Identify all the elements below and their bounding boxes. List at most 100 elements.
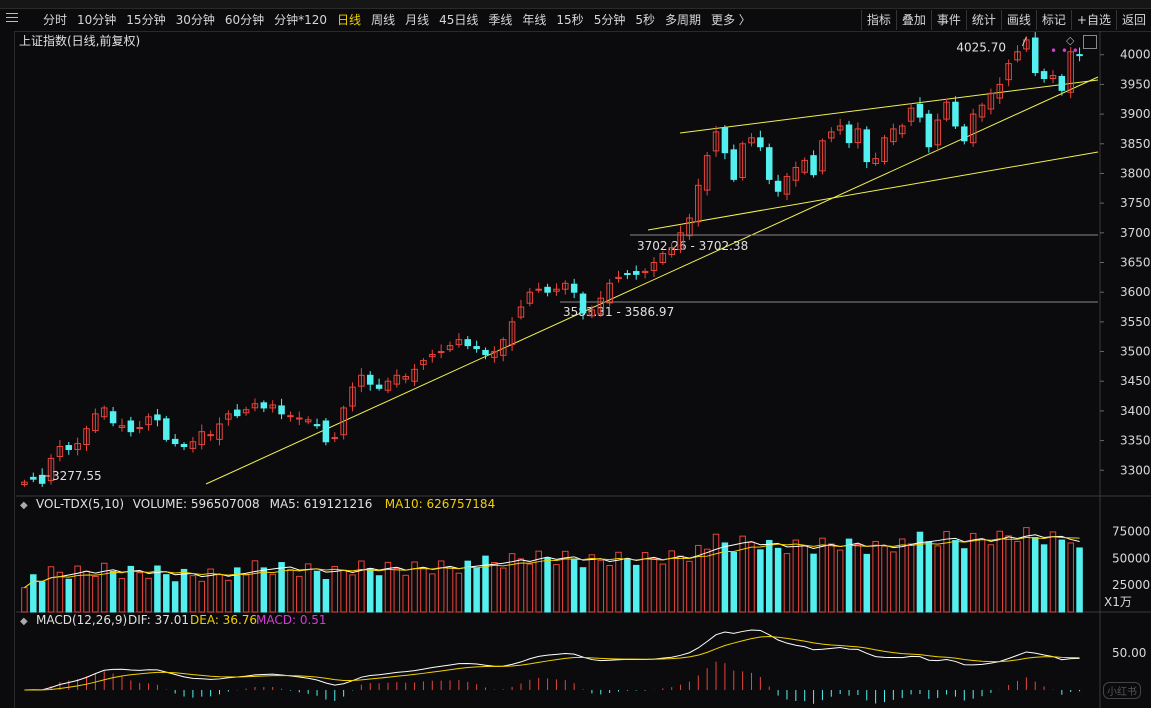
period-tab-3[interactable]: 30分钟	[175, 13, 215, 27]
volume-bar	[615, 551, 622, 613]
candle-body	[757, 137, 764, 148]
price-tick-label: 3500	[1120, 345, 1151, 359]
period-tab-10[interactable]: 季线	[488, 13, 513, 27]
volume-bar	[881, 545, 888, 613]
candle-body	[242, 409, 250, 414]
candle-body	[881, 137, 888, 162]
candle-body	[836, 125, 844, 131]
candle-body	[313, 424, 321, 427]
volume-bar	[721, 542, 729, 613]
period-tab-4[interactable]: 60分钟	[224, 13, 265, 27]
volume-bar	[331, 565, 339, 613]
period-tab-0[interactable]: 分时	[43, 13, 68, 27]
period-tab-13[interactable]: 5分钟	[593, 13, 626, 27]
volume-bar	[1023, 527, 1030, 613]
toolbar-button-5[interactable]: 标记	[1035, 10, 1071, 30]
volume-bar	[668, 550, 675, 613]
period-tab-1[interactable]: 10分钟	[77, 13, 117, 27]
period-tab-2[interactable]: 15分钟	[126, 13, 166, 27]
toolbar-button-0[interactable]: 指标	[860, 10, 896, 30]
trendline-support	[205, 76, 1099, 485]
volume-bar	[1005, 535, 1012, 613]
volume-bar	[269, 573, 276, 613]
toolbar-button-7[interactable]: 返回	[1115, 10, 1151, 30]
maximize-icon[interactable]	[1083, 35, 1097, 49]
toolbar-button-1[interactable]: 叠加	[895, 10, 931, 30]
candle-body	[1014, 51, 1021, 61]
candle-body	[1031, 37, 1039, 74]
period-tab-7[interactable]: 周线	[371, 13, 396, 27]
candle-body	[898, 125, 906, 135]
candle-body	[828, 131, 835, 139]
candle-body	[641, 270, 649, 273]
volume-ma5-line	[24, 534, 1080, 589]
volume-bar	[349, 574, 356, 613]
period-tab-16[interactable]: 更多 〉	[710, 13, 751, 27]
candle-body	[845, 124, 853, 144]
volume-bar	[393, 568, 401, 613]
candle-body	[890, 128, 897, 143]
volume-bar	[127, 565, 135, 613]
candle-body	[1023, 39, 1030, 50]
candle-body	[792, 167, 800, 181]
volume-bar	[198, 580, 206, 613]
volume-ma10-value: MA10: 626757184	[385, 497, 495, 511]
menu-icon[interactable]	[6, 13, 18, 23]
candle-body	[482, 349, 489, 356]
candle-body	[136, 427, 143, 430]
candle-body	[659, 253, 667, 264]
volume-bar	[1067, 542, 1074, 613]
volume-bar	[30, 574, 37, 613]
price-tick-label: 3300	[1120, 463, 1151, 477]
price-panel-title: 上证指数(日线,前复权)	[19, 33, 140, 48]
candle-body	[1067, 51, 1074, 93]
volume-bar	[508, 553, 516, 613]
volume-bar	[65, 578, 73, 613]
toolbar-button-2[interactable]: 事件	[930, 10, 966, 30]
candle-body	[331, 437, 339, 440]
volume-bar	[304, 563, 312, 613]
candle-body	[499, 339, 507, 356]
toolbar-button-6[interactable]: +自选	[1070, 10, 1116, 30]
volume-bar	[278, 562, 285, 613]
volume-bar	[375, 575, 383, 613]
volume-tick-label: 75000	[1112, 524, 1150, 538]
volume-bar	[783, 553, 791, 613]
candle-body	[969, 113, 977, 144]
period-tab-5[interactable]: 分钟*120	[274, 13, 328, 27]
period-tab-11[interactable]: 年线	[522, 13, 547, 27]
price-tick-label: 3600	[1120, 285, 1151, 299]
candle-body	[1040, 71, 1048, 79]
candle-body	[819, 140, 826, 172]
period-tabs: 分时 10分钟 15分钟 30分钟 60分钟 分钟*120 日线 周线 月线 45日线 季线 年线 15…	[0, 9, 756, 31]
volume-bar	[154, 565, 161, 613]
period-tab-15[interactable]: 多周期	[664, 13, 701, 27]
toolbar-button-3[interactable]: 统计	[965, 10, 1001, 30]
candle-body	[429, 354, 436, 358]
marker-dots: • • •	[1050, 44, 1079, 58]
candle-body	[358, 374, 365, 387]
period-tab-9[interactable]: 45日线	[439, 13, 479, 27]
candle-body	[863, 129, 871, 163]
candle-body	[446, 345, 454, 351]
volume-bar	[56, 571, 64, 613]
candle-body	[233, 409, 241, 417]
volume-bar	[47, 566, 55, 613]
candle-body	[570, 283, 578, 293]
volume-bar	[21, 587, 28, 613]
period-tab-12[interactable]: 15秒	[556, 13, 584, 27]
diamond-icon[interactable]: ◇	[1066, 34, 1075, 47]
toolbar-button-4[interactable]: 画线	[1000, 10, 1036, 30]
volume-bar	[819, 537, 826, 613]
left-side-strip	[0, 31, 15, 708]
period-tab-6[interactable]: 日线	[337, 13, 362, 27]
candle-body	[180, 443, 188, 448]
macd-value: MACD: 0.51	[256, 613, 327, 627]
volume-bar	[145, 577, 152, 613]
candle-body	[420, 359, 427, 366]
volume-bar	[801, 545, 808, 613]
period-tab-8[interactable]: 月线	[405, 13, 430, 27]
candle-body	[455, 339, 463, 346]
period-tab-14[interactable]: 5秒	[635, 13, 655, 27]
